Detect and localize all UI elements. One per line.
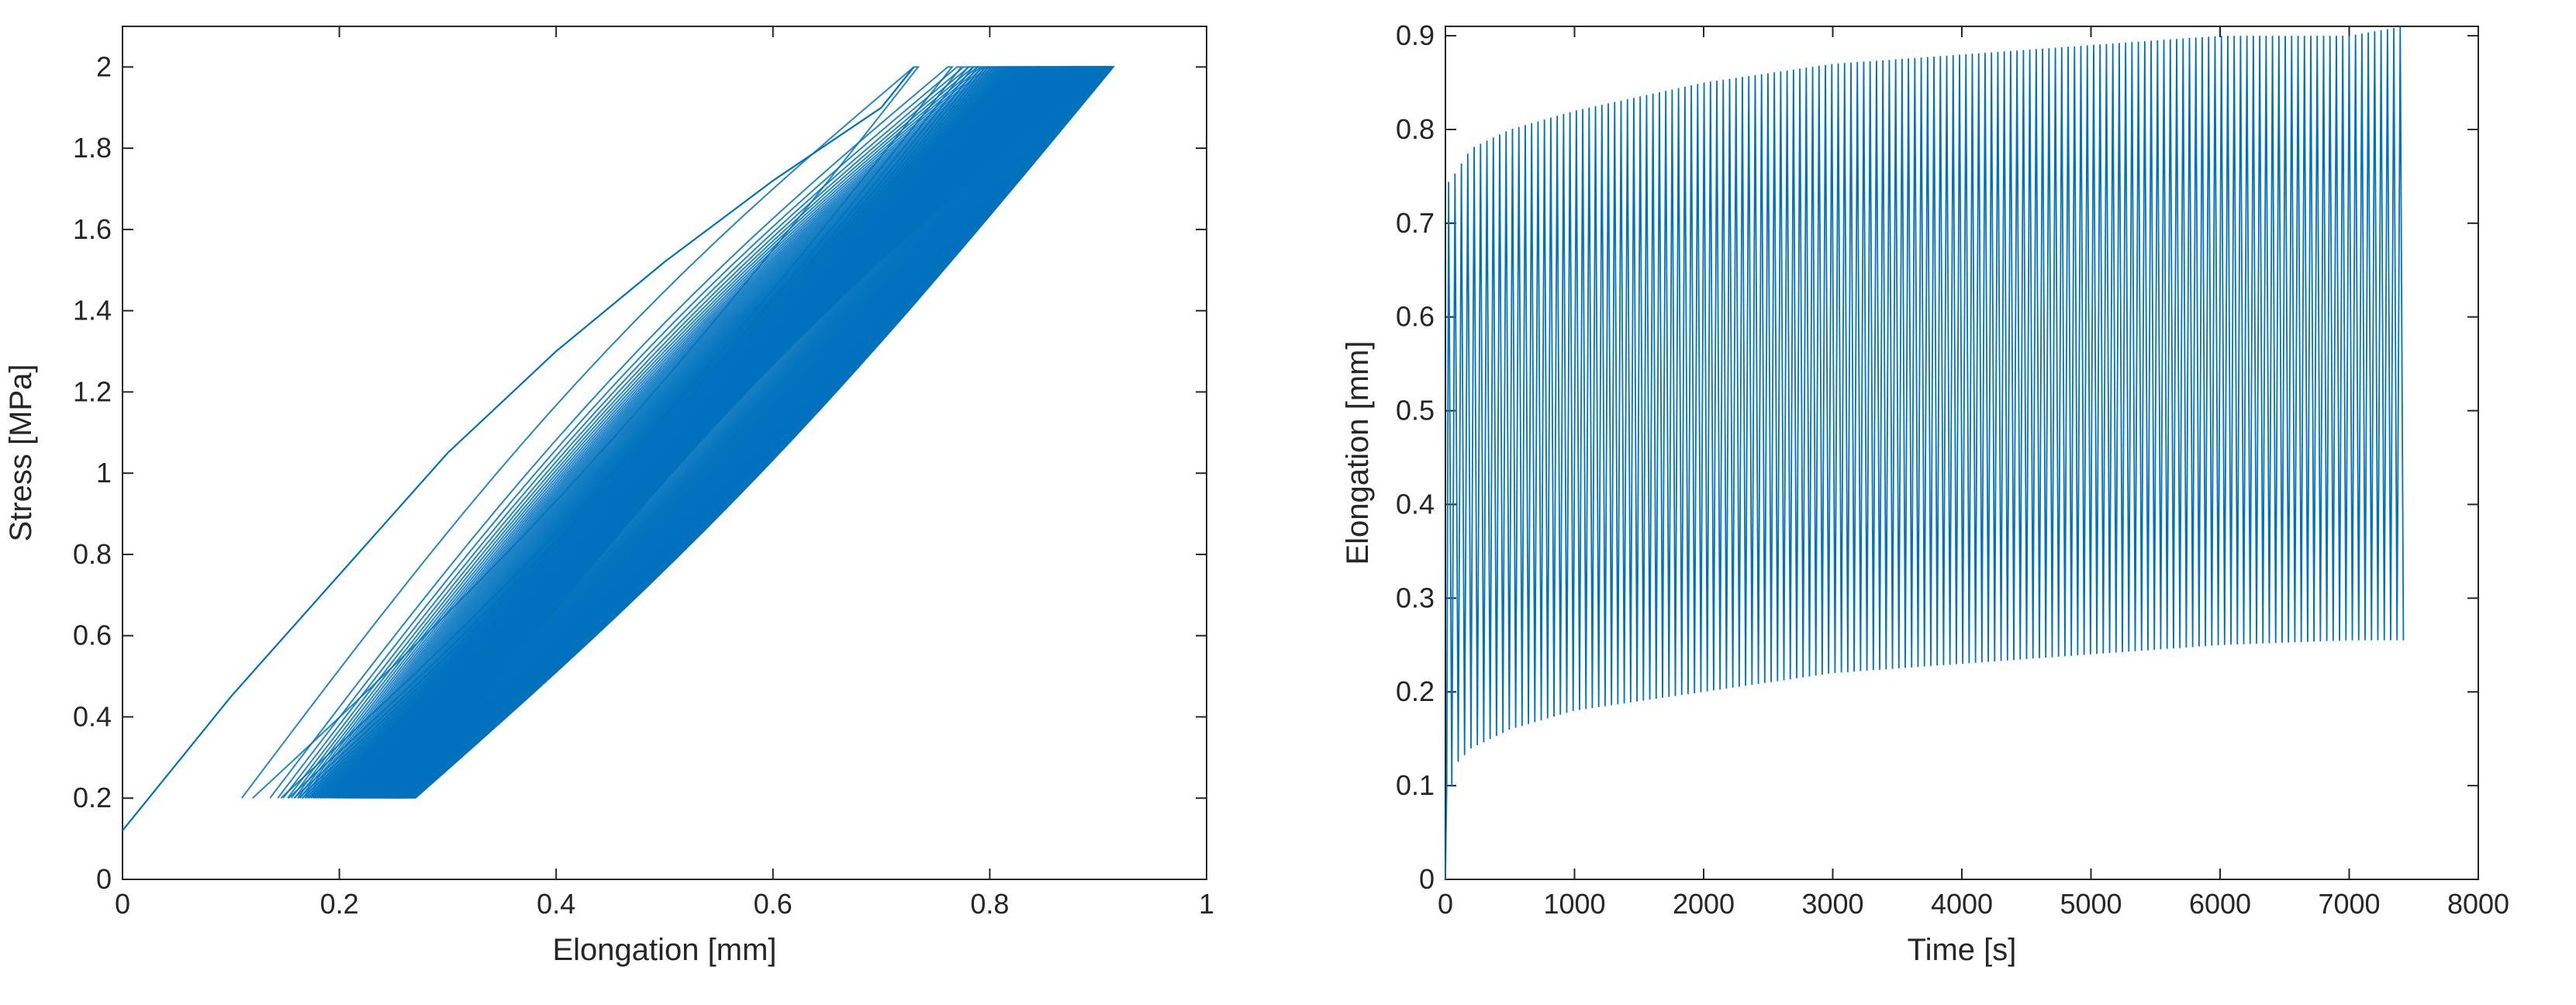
right-x-tick-label: 2000 [1673, 888, 1735, 920]
left-x-tick-label: 0.4 [537, 888, 575, 920]
hysteresis-loop [403, 66, 1115, 799]
left-x-tick-label: 0.2 [320, 888, 359, 920]
left-axes-box [122, 26, 1207, 880]
elongation-time-chart: 0 1000 2000 3000 4000 5000 6000 7000 8000 0 0.1 0.2… [1272, 0, 2576, 1005]
right-y-tick-label: 0.3 [1396, 582, 1435, 613]
stress-elongation-plot: 0 0.2 0.4 0.6 0.8 1 0 0.2 0.4 0.6 0.8 1 1.2 1.4 1.6 1.8… [4, 26, 1214, 967]
left-y-tick-label: 0.2 [73, 782, 112, 813]
right-y-tick-label: 0.5 [1396, 395, 1435, 427]
left-y-tick-label: 2 [96, 50, 112, 82]
right-x-tick-label: 8000 [2447, 888, 2509, 920]
left-y-tick-label: 1.4 [73, 295, 112, 326]
right-x-axis-label: Time [s] [1908, 933, 2017, 967]
left-x-tick-label: 0.8 [970, 888, 1009, 920]
right-x-tick-label: 4000 [1931, 888, 1993, 920]
left-y-tick-label: 1.2 [73, 375, 112, 407]
left-y-axis-label: Stress [MPa] [4, 364, 38, 542]
left-y-tick-label: 0.6 [73, 620, 112, 651]
right-x-tick-label: 0 [1438, 888, 1453, 920]
stress-elongation-chart: 0 0.2 0.4 0.6 0.8 1 0 0.2 0.4 0.6 0.8 1 1.2 1.4 1.6 1.8… [0, 0, 1272, 1005]
right-y-tick-label: 0.9 [1396, 19, 1435, 51]
right-x-tick-label: 5000 [2060, 888, 2122, 920]
right-x-tick-label: 1000 [1543, 888, 1605, 920]
left-y-tick-label: 1.6 [73, 213, 112, 245]
right-x-tick-label: 6000 [2189, 888, 2251, 920]
elongation-time-plot: 0 1000 2000 3000 4000 5000 6000 7000 8000 0 0.1 0.2… [1341, 19, 2509, 967]
left-y-tick-label: 1 [96, 457, 112, 489]
right-y-tick-label: 0 [1419, 863, 1435, 895]
right-y-tick-label: 0.1 [1396, 769, 1435, 801]
right-x-tick-label: 3000 [1801, 888, 1863, 920]
left-y-tick-label: 0.4 [73, 700, 112, 732]
hysteresis-loop [241, 66, 920, 799]
left-y-tick-label: 0.8 [73, 538, 112, 570]
first-loading-curve [122, 66, 915, 831]
left-y-tick-label: 0 [96, 863, 112, 895]
left-y-tick-label: 1.8 [73, 132, 112, 164]
left-x-tick-label: 0.6 [754, 888, 792, 920]
elongation-time-series [1445, 26, 2405, 880]
left-x-tick-label: 0 [115, 888, 130, 920]
right-y-tick-label: 0.7 [1396, 207, 1435, 239]
right-y-tick-label: 0.2 [1396, 675, 1435, 707]
right-y-tick-label: 0.4 [1396, 488, 1435, 520]
left-x-tick-label: 1 [1199, 888, 1214, 920]
right-y-tick-label: 0.8 [1396, 113, 1435, 145]
right-x-tick-label: 7000 [2318, 888, 2380, 920]
left-x-axis-label: Elongation [mm] [552, 933, 776, 967]
right-y-tick-label: 0.6 [1396, 301, 1435, 333]
right-y-axis-label: Elongation [mm] [1341, 340, 1375, 565]
